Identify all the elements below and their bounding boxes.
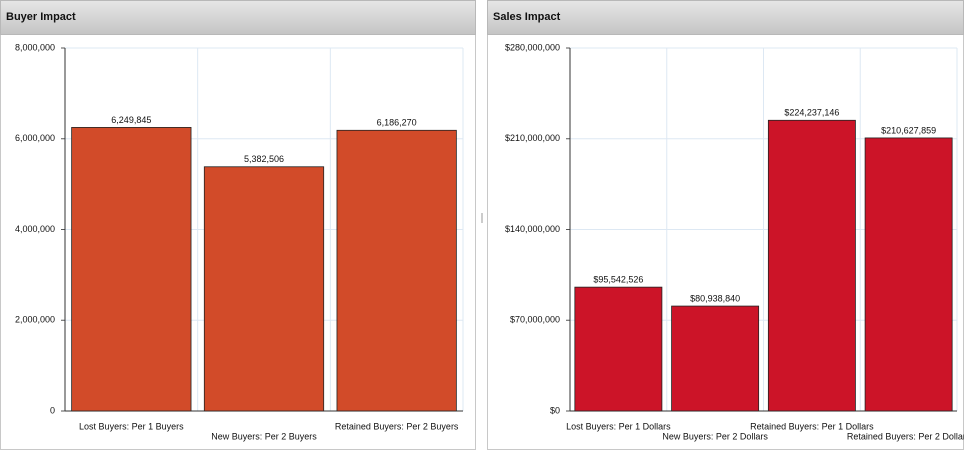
bar xyxy=(71,127,192,412)
panel-header xyxy=(487,0,964,35)
value-label: 5,382,506 xyxy=(244,154,284,164)
bar xyxy=(767,119,856,412)
y-tick-label: $140,000,000 xyxy=(505,224,560,234)
bar xyxy=(336,129,457,412)
value-label: $95,542,526 xyxy=(593,275,643,285)
bar xyxy=(574,286,663,412)
x-tick-label: Lost Buyers: Per 1 Dollars xyxy=(566,421,671,431)
y-tick-label: $0 xyxy=(550,405,560,415)
bar xyxy=(864,137,953,412)
chart-title: Sales Impact xyxy=(493,11,561,23)
chart: Sales Impact $0 $70,000,000 $140,000,000 $21… xyxy=(493,11,964,441)
bar xyxy=(203,166,325,412)
x-tick-label: Retained Buyers: Per 2 Buyers xyxy=(335,421,459,431)
x-tick-label: New Buyers: Per 2 Dollars xyxy=(662,431,768,441)
value-label: $224,237,146 xyxy=(784,108,839,118)
x-tick-label: Retained Buyers: Per 2 Dollars xyxy=(847,431,964,441)
value-label: 6,186,270 xyxy=(377,118,417,128)
chart: Buyer Impact 0 2,000,000 4,000,000 6,000,000… xyxy=(6,11,464,441)
y-tick-label: 8,000,000 xyxy=(15,42,55,52)
value-label: 6,249,845 xyxy=(111,115,151,125)
value-label: $80,938,840 xyxy=(690,293,740,303)
y-tick-label: $280,000,000 xyxy=(505,42,560,52)
bar xyxy=(671,305,760,412)
y-tick-label: 4,000,000 xyxy=(15,224,55,234)
y-tick-label: 0 xyxy=(50,405,55,415)
x-tick-label: New Buyers: Per 2 Buyers xyxy=(211,431,317,441)
chart-title: Buyer Impact xyxy=(6,11,76,23)
value-label: $210,627,859 xyxy=(881,125,936,135)
y-tick-label: 6,000,000 xyxy=(15,133,55,143)
y-tick-label: 2,000,000 xyxy=(15,315,55,325)
panel-header xyxy=(0,0,476,35)
y-tick-label: $210,000,000 xyxy=(505,133,560,143)
x-tick-label: Lost Buyers: Per 1 Buyers xyxy=(79,421,184,431)
y-tick-label: $70,000,000 xyxy=(510,315,560,325)
x-tick-label: Retained Buyers: Per 1 Dollars xyxy=(750,421,874,431)
